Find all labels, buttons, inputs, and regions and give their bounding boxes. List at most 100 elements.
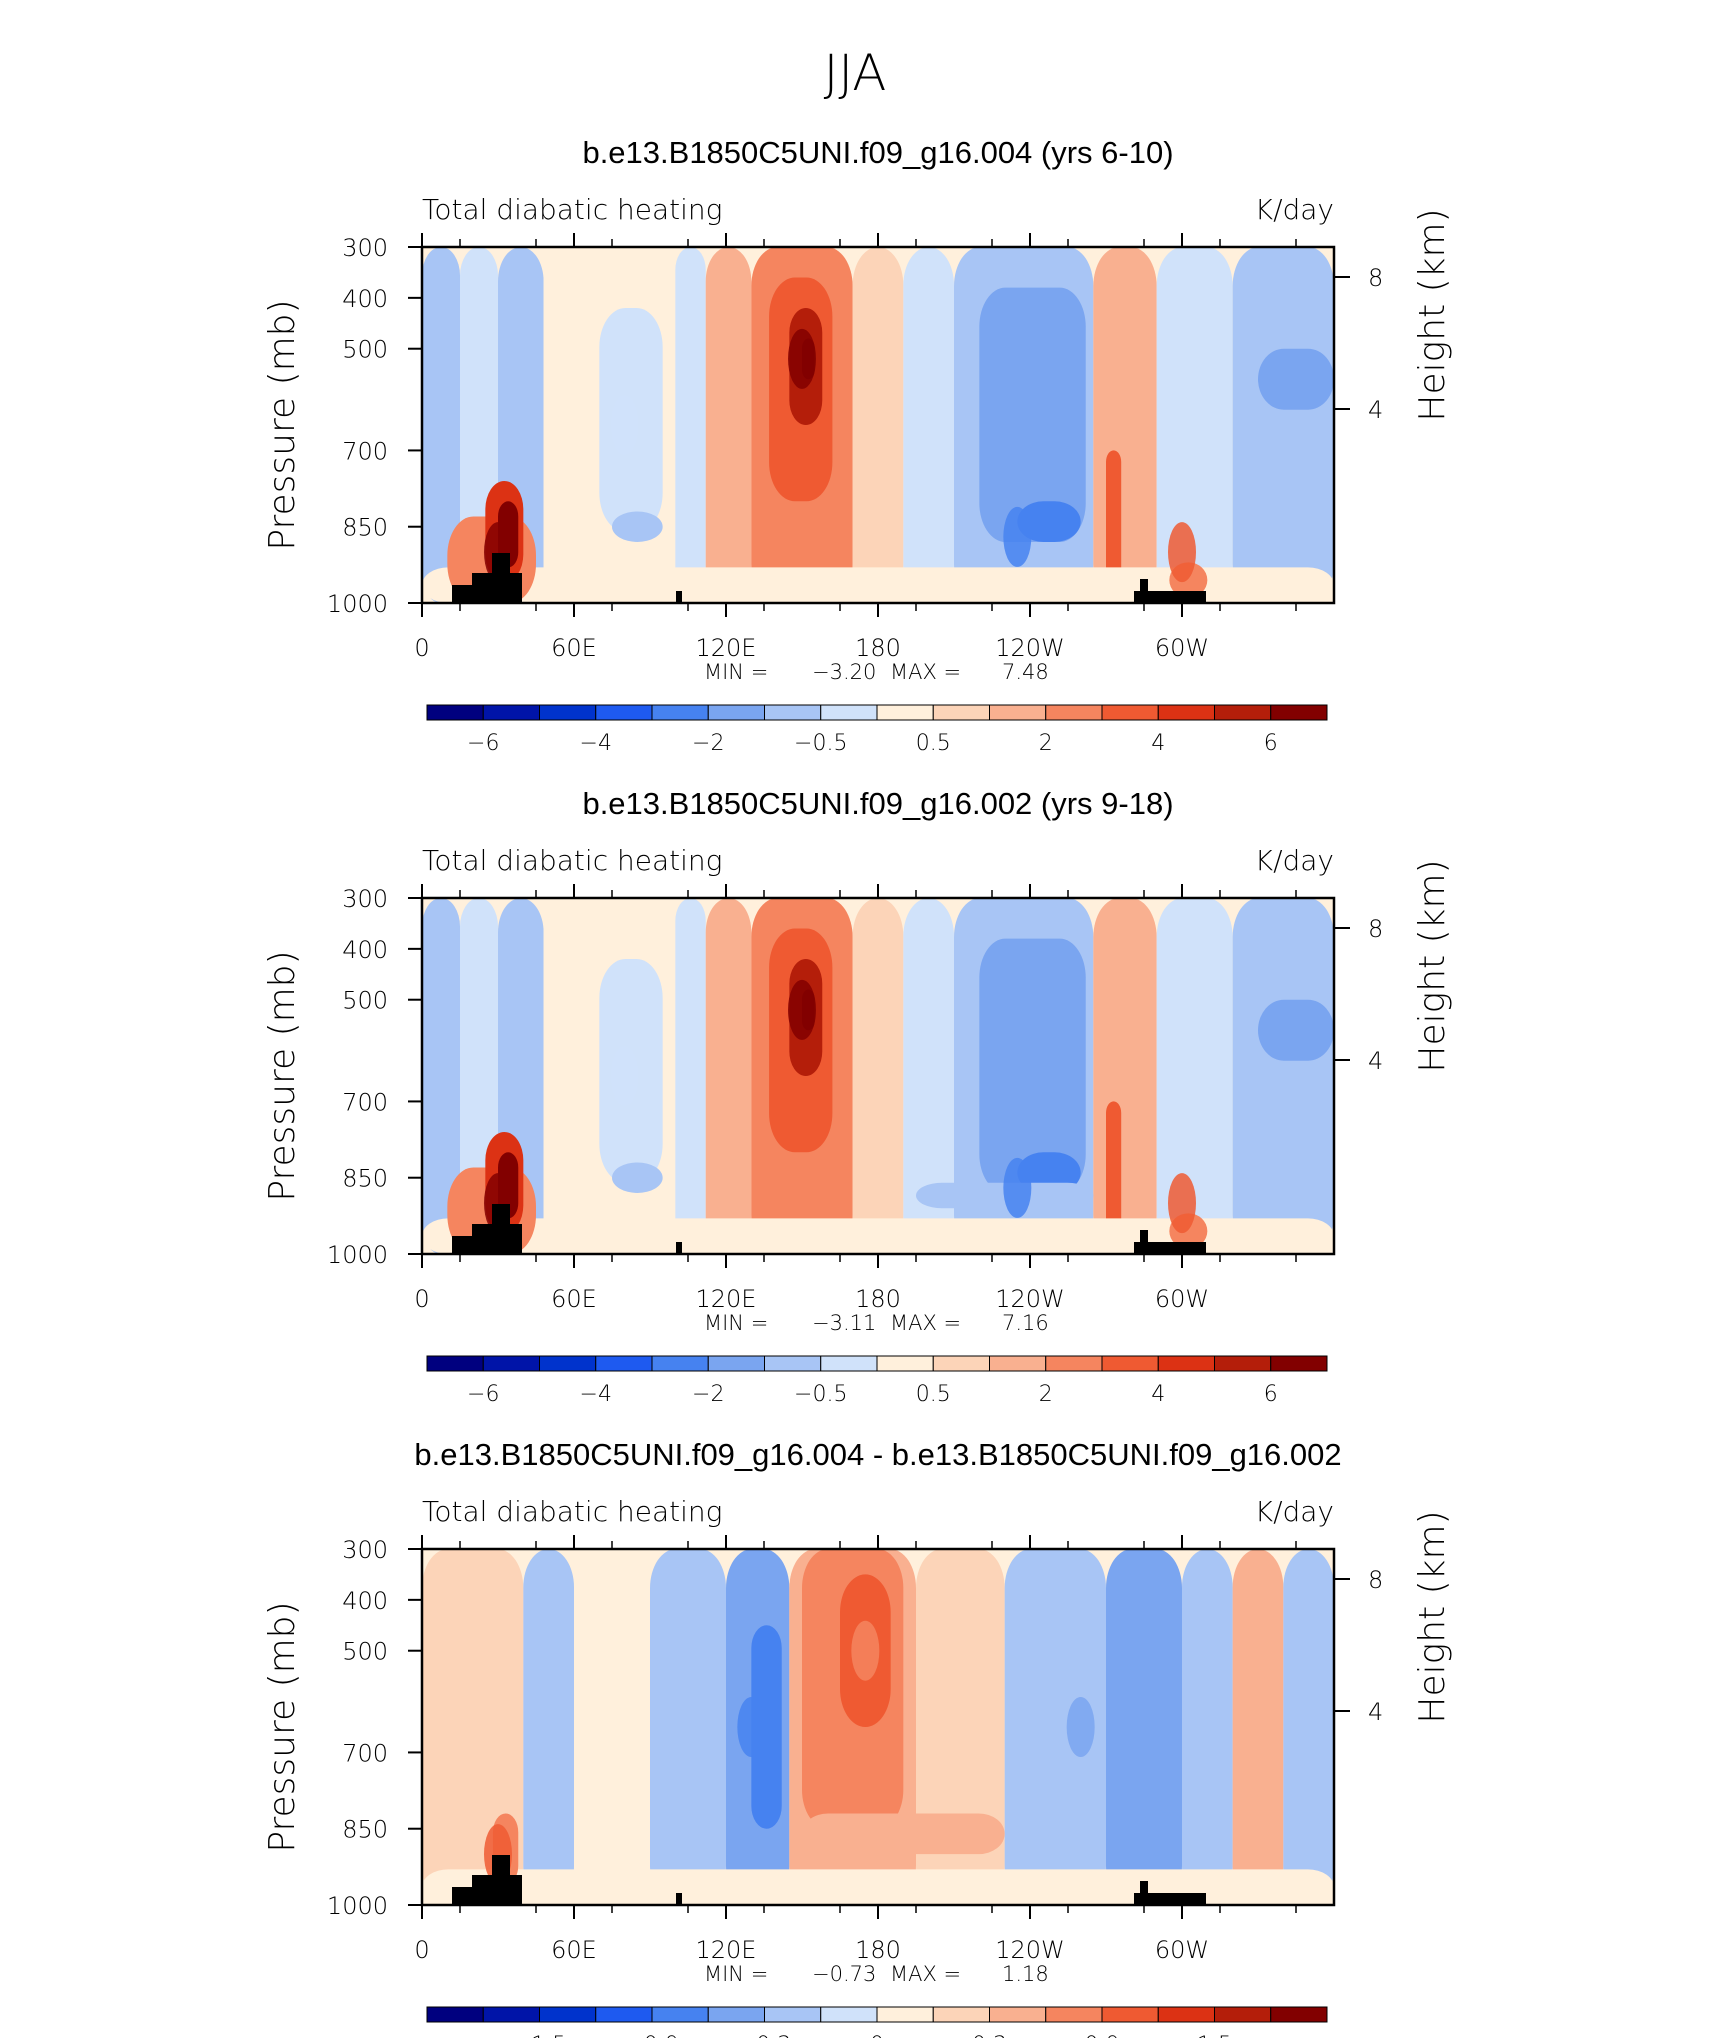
y-tick-label: 1000 (327, 1892, 388, 1920)
colorbar-label: 6 (1264, 1382, 1278, 1407)
field-extreme (1003, 506, 1032, 567)
contour-band (543, 247, 574, 603)
colorbar-label: −0.5 (794, 1382, 847, 1407)
y-tick-label: 500 (342, 987, 388, 1015)
y2-tick-label: 4 (1368, 1698, 1383, 1726)
colorbar-swatch (482, 704, 540, 721)
field-extreme (1168, 522, 1196, 583)
colorbar-label: 4 (1151, 1382, 1165, 1407)
x-tick-label: 120W (995, 634, 1065, 662)
max-label: MAX = (890, 660, 961, 684)
colorbar-label: 0.3 (972, 2033, 1007, 2038)
contour-band (979, 938, 1086, 1193)
colorbar-label: −1.5 (513, 2033, 566, 2038)
colorbar-swatch (1270, 704, 1328, 721)
colorbar-swatch (1101, 704, 1159, 721)
min-label: MIN = (704, 660, 768, 684)
field-extreme (851, 1620, 880, 1681)
page-title: JJA (823, 44, 887, 102)
contour-band (751, 1625, 782, 1829)
min-value: −0.73 (812, 1962, 876, 1986)
contour-band (650, 1549, 726, 1905)
x-tick-label: 180 (855, 634, 901, 662)
colorbar-label: 0.9 (1085, 2033, 1120, 2038)
y-tick-label: 500 (342, 336, 388, 364)
colorbar-label: −2 (692, 1382, 724, 1407)
colorbar-swatch (820, 1355, 878, 1372)
colorbar-swatch (707, 2006, 765, 2023)
colorbar-swatch (707, 1355, 765, 1372)
max-label: MAX = (890, 1311, 961, 1335)
contour-band (903, 247, 954, 603)
y-tick-label: 300 (342, 885, 388, 913)
colorbar-label: −4 (580, 731, 612, 756)
contour-band (852, 247, 904, 603)
x-tick-label: 0 (414, 1936, 429, 1964)
contour-band (1156, 898, 1233, 1254)
contour-band (1232, 898, 1334, 1254)
colorbar-swatch (482, 2006, 540, 2023)
contour-band (1283, 1549, 1334, 1905)
colorbar-label: −2 (692, 731, 724, 756)
colorbar-swatch (1270, 2006, 1328, 2023)
colorbar-swatch (1045, 2006, 1103, 2023)
panel-2: b.e13.B1850C5UNI.f09_g16.002 (yrs 9-18) T… (262, 786, 1453, 1407)
contour-band (1106, 1101, 1122, 1249)
units-label: K/day (1255, 193, 1334, 226)
colorbar-label: 6 (1264, 731, 1278, 756)
colorbar-swatch (932, 1355, 990, 1372)
colorbar-label: 1.5 (1197, 2033, 1232, 2038)
y-axis-label: Pressure (mb) (262, 299, 303, 550)
x-tick-label: 60E (551, 634, 597, 662)
field-extreme (610, 395, 639, 455)
field-extreme (1244, 1620, 1272, 1681)
contour-band (1093, 898, 1157, 1254)
contour-band (1156, 247, 1233, 603)
contour-band (852, 898, 904, 1254)
colorbar-swatch (820, 704, 878, 721)
topography (452, 553, 1206, 603)
colorbar-swatch (539, 2006, 597, 2023)
colorbar-swatch (1214, 704, 1272, 721)
x-tick-label: 120E (696, 634, 757, 662)
colorbar-swatch (1045, 704, 1103, 721)
colorbar-swatch (1101, 2006, 1159, 2023)
x-tick-label: 60E (551, 1285, 597, 1313)
colorbar-swatch (989, 1355, 1047, 1372)
y2-tick-label: 4 (1368, 1047, 1383, 1075)
colorbar: −6 −4 −2 −0.5 0.5 2 4 6 (426, 1355, 1328, 1407)
contour-band (422, 247, 460, 603)
x-tick-label: 0 (414, 634, 429, 662)
colorbar-swatch (876, 1355, 934, 1372)
heatmap-field (422, 898, 1334, 1254)
contour-band (1017, 501, 1081, 542)
panel-title: b.e13.B1850C5UNI.f09_g16.004 (yrs 6-10) (582, 135, 1173, 170)
x-tick-label: 120W (995, 1285, 1065, 1313)
colorbar-swatch (539, 704, 597, 721)
min-label: MIN = (704, 1962, 768, 1986)
x-tick-label: 60W (1155, 634, 1209, 662)
heatmap-field (422, 1549, 1334, 1905)
contour-band (612, 1162, 663, 1193)
colorbar-label: −0.9 (625, 2033, 678, 2038)
y-tick-label: 500 (342, 1638, 388, 1666)
colorbar-swatch (1214, 1355, 1272, 1372)
min-value: −3.20 (812, 660, 876, 684)
contour-band (1258, 348, 1334, 410)
left-label: Total diabatic heating (422, 1495, 722, 1528)
contour-band (1106, 1549, 1182, 1905)
contour-band (612, 511, 663, 542)
contour-band (543, 898, 574, 1254)
contour-band (422, 567, 1334, 603)
left-label: Total diabatic heating (422, 844, 722, 877)
colorbar-swatch (651, 1355, 709, 1372)
max-value: 7.48 (1002, 660, 1049, 684)
x-tick-label: 180 (855, 1936, 901, 1964)
contour-band (675, 898, 706, 1254)
colorbar-swatch (539, 1355, 597, 1372)
y-tick-label: 850 (342, 1816, 388, 1844)
y-tick-label: 700 (342, 1739, 388, 1767)
heatmap-field (422, 247, 1334, 603)
contour-band (422, 1549, 524, 1905)
